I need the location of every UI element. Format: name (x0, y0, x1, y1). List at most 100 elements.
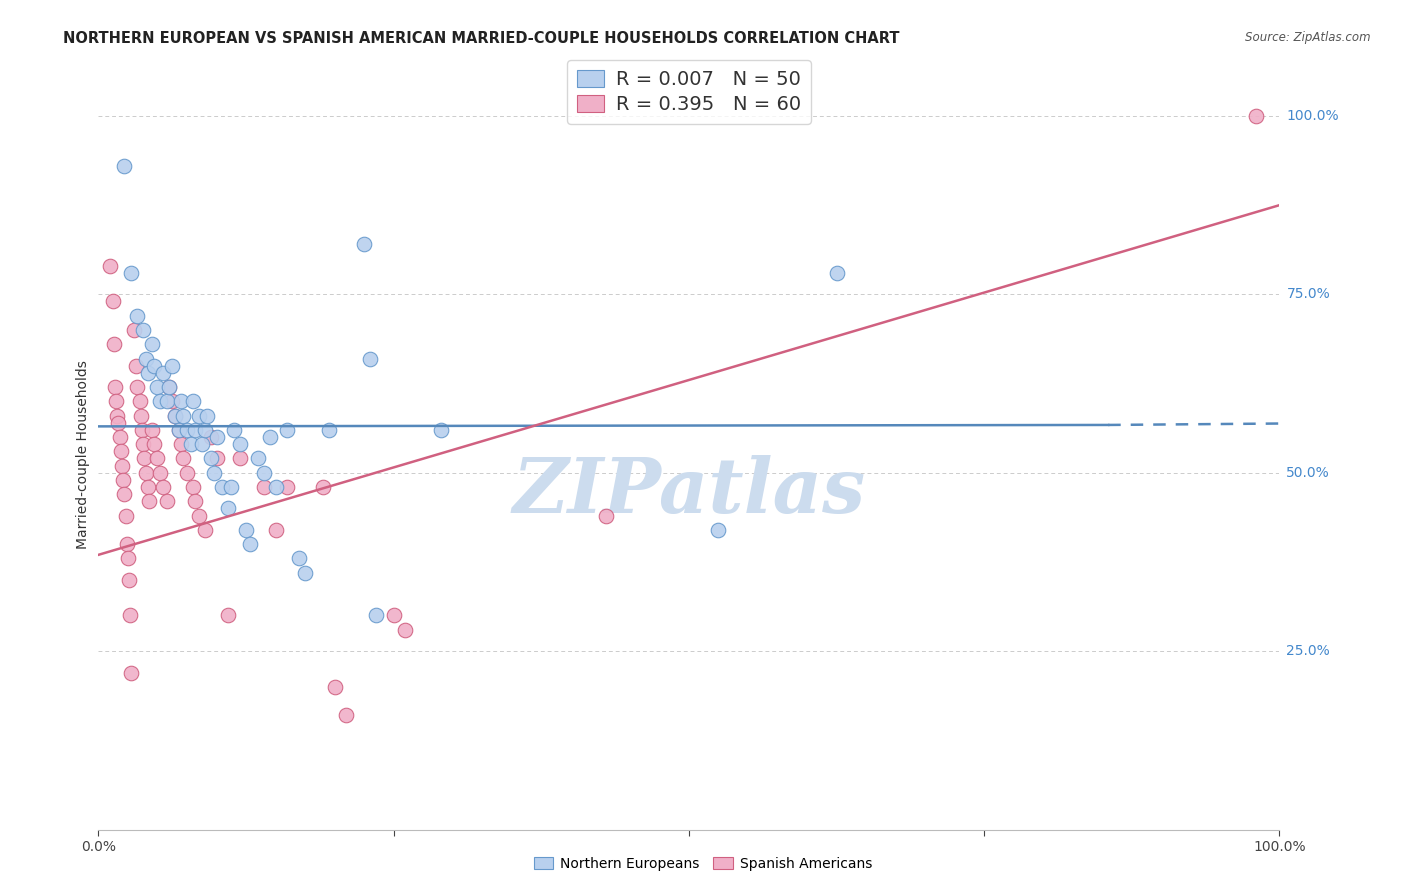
Point (121, 266, 143, 280)
Point (110, 444, 132, 458)
Point (156, 494, 179, 508)
Point (170, 394, 193, 409)
Point (191, 437, 214, 451)
Point (217, 608, 239, 623)
Point (107, 416, 129, 430)
Point (149, 394, 172, 409)
Point (595, 508, 617, 523)
Text: 25.0%: 25.0% (1286, 644, 1330, 658)
Point (157, 380, 180, 394)
Point (117, 551, 139, 566)
Point (128, 394, 150, 409)
Point (430, 423, 453, 437)
Point (112, 487, 135, 501)
Point (180, 437, 202, 451)
Point (264, 523, 287, 537)
Point (114, 508, 136, 523)
Y-axis label: Married-couple Households: Married-couple Households (76, 360, 90, 549)
Point (394, 623, 416, 637)
Point (149, 466, 172, 480)
Point (202, 466, 225, 480)
Point (382, 608, 405, 623)
Legend: R = 0.007   N = 50, R = 0.395   N = 60: R = 0.007 N = 50, R = 0.395 N = 60 (567, 60, 811, 124)
Point (184, 494, 207, 508)
Point (1244, 109, 1267, 123)
Point (172, 409, 194, 423)
Point (318, 423, 340, 437)
Point (101, 294, 124, 309)
Text: 100.0%: 100.0% (1286, 109, 1339, 123)
Point (200, 451, 222, 466)
Point (136, 366, 159, 380)
Point (129, 409, 152, 423)
Point (152, 366, 174, 380)
Text: 50.0%: 50.0% (1286, 466, 1330, 480)
Point (112, 159, 135, 173)
Point (127, 309, 149, 323)
Point (165, 409, 187, 423)
Point (170, 437, 193, 451)
Point (211, 480, 233, 494)
Point (131, 423, 153, 437)
Point (229, 451, 252, 466)
Point (132, 323, 155, 337)
Point (253, 480, 276, 494)
Point (176, 423, 198, 437)
Point (142, 359, 165, 373)
Point (246, 451, 269, 466)
Point (127, 380, 149, 394)
Point (146, 451, 169, 466)
Point (187, 508, 209, 523)
Point (98, 259, 121, 273)
Point (276, 423, 298, 437)
Point (181, 480, 204, 494)
Point (194, 523, 217, 537)
Point (194, 423, 217, 437)
Point (135, 466, 157, 480)
Point (105, 394, 128, 409)
Point (134, 451, 156, 466)
Point (135, 351, 157, 366)
Point (288, 551, 311, 566)
Text: Source: ZipAtlas.com: Source: ZipAtlas.com (1246, 31, 1371, 45)
Point (160, 359, 183, 373)
Point (132, 437, 155, 451)
Point (122, 323, 145, 337)
Point (111, 458, 134, 473)
Text: NORTHERN EUROPEAN VS SPANISH AMERICAN MARRIED-COUPLE HOUSEHOLDS CORRELATION CHAR: NORTHERN EUROPEAN VS SPANISH AMERICAN MA… (63, 31, 900, 46)
Point (364, 608, 387, 623)
Point (104, 380, 127, 394)
Point (253, 466, 276, 480)
Point (264, 480, 287, 494)
Point (239, 537, 262, 551)
Point (187, 409, 209, 423)
Point (323, 680, 346, 694)
Point (172, 451, 194, 466)
Point (359, 351, 381, 366)
Point (195, 409, 218, 423)
Point (142, 437, 165, 451)
Point (156, 394, 179, 409)
Point (108, 430, 131, 444)
Point (120, 608, 142, 623)
Point (224, 423, 246, 437)
Point (176, 466, 198, 480)
Point (136, 480, 159, 494)
Point (160, 394, 183, 409)
Legend: Northern Europeans, Spanish Americans: Northern Europeans, Spanish Americans (529, 851, 877, 876)
Point (205, 451, 228, 466)
Point (121, 665, 143, 680)
Point (353, 237, 375, 252)
Point (157, 380, 180, 394)
Point (181, 394, 204, 409)
Point (707, 523, 730, 537)
Point (219, 480, 242, 494)
Point (217, 501, 239, 516)
Point (146, 380, 169, 394)
Point (118, 573, 141, 587)
Point (276, 480, 298, 494)
Point (259, 430, 281, 444)
Point (103, 337, 125, 351)
Point (167, 423, 190, 437)
Point (115, 537, 138, 551)
